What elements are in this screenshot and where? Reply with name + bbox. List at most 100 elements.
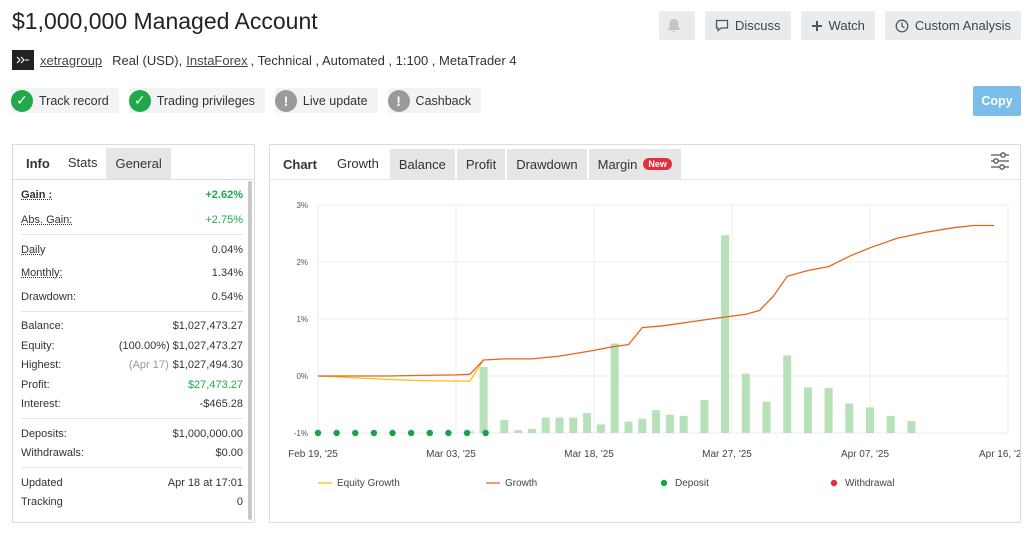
divider <box>21 418 243 419</box>
tab-chart[interactable]: Chart <box>283 156 317 172</box>
bar <box>741 373 750 433</box>
exclamation-icon: ! <box>387 89 410 112</box>
tab-growth[interactable]: Growth <box>327 149 388 179</box>
user-logo <box>12 50 34 70</box>
stat-row-updated: Updated Apr 18 at 17:01 <box>21 473 243 493</box>
watch-button[interactable]: Watch <box>800 11 875 40</box>
bar <box>500 419 509 433</box>
stat-row-monthly: Monthly: 1.34% <box>21 264 243 284</box>
badge-track-record[interactable]: ✓ Track record <box>11 88 119 113</box>
bar <box>721 235 730 433</box>
user-link[interactable]: xetragroup <box>40 52 103 68</box>
badge-trading-privileges[interactable]: ✓ Trading privileges <box>128 88 265 113</box>
page-title: $1,000,000 Managed Account <box>12 8 318 34</box>
bar <box>907 421 916 433</box>
deposit-point <box>389 429 396 437</box>
notification-button[interactable] <box>659 11 696 40</box>
bar <box>555 417 564 433</box>
tab-drawdown[interactable]: Drawdown <box>507 149 587 179</box>
badge-live-update[interactable]: ! Live update <box>274 88 378 113</box>
badge-cashback[interactable]: ! Cashback <box>387 88 482 113</box>
chart-settings-button[interactable] <box>990 152 1010 173</box>
x-tick-label: Apr 16, '25 <box>979 449 1020 460</box>
sliders-icon <box>991 152 1009 170</box>
stat-label: Balance: <box>21 320 64 333</box>
clock-icon <box>895 19 909 32</box>
stat-row-abs-gain: Abs. Gain: +2.75% <box>21 211 243 231</box>
growth-chart[interactable]: 3% 2% 1% 0% -1% Feb 19, '25 Mar 03, '25 Mar 18,… <box>270 181 1020 523</box>
stats-scrollbar[interactable] <box>248 181 252 520</box>
account-info-line: xetragroup Real (USD), InstaForex , Tech… <box>12 50 517 70</box>
account-details: , Technical , Automated , 1:100 , MetaTr… <box>250 52 517 68</box>
bar <box>638 418 647 433</box>
tab-profit[interactable]: Profit <box>456 149 506 179</box>
custom-analysis-button[interactable]: Custom Analysis <box>884 11 1021 40</box>
bar <box>479 366 488 433</box>
stat-value: +2.62% <box>205 188 243 201</box>
stat-value: $1,027,494.30 <box>172 359 243 372</box>
stat-label: Profit: <box>21 378 50 391</box>
tab-general[interactable]: General <box>106 148 171 179</box>
top-actions: Discuss Watch Custom Analysis <box>659 11 1021 40</box>
comment-icon <box>715 19 729 32</box>
stat-row-equity: Equity: (100.00%) $1,027,473.27 <box>21 336 243 356</box>
tab-balance[interactable]: Balance <box>389 149 455 179</box>
stat-label[interactable]: Abs. Gain: <box>21 214 73 227</box>
x-tick-label: Mar 18, '25 <box>564 449 614 460</box>
stat-value: Apr 18 at 17:01 <box>167 476 243 489</box>
deposit-point <box>482 429 489 437</box>
tab-margin[interactable]: Margin New <box>588 149 681 179</box>
discuss-label: Discuss <box>735 18 781 33</box>
stat-value: +2.75% <box>205 214 243 227</box>
discuss-button[interactable]: Discuss <box>705 11 791 40</box>
broker-link[interactable]: InstaForex <box>186 52 248 68</box>
stat-value: $27,473.27 <box>187 378 243 391</box>
y-tick-label: 0% <box>296 372 308 381</box>
y-tick-label: -1% <box>294 429 308 438</box>
stat-row-tracking: Tracking 0 <box>21 493 243 513</box>
equity-growth-line <box>317 359 485 382</box>
legend-item: Withdrawal <box>845 478 894 489</box>
bar <box>700 399 709 433</box>
y-tick-label: 2% <box>296 258 308 267</box>
chart-panel: Chart Growth Balance Profit Drawdown Mar… <box>269 144 1021 523</box>
y-tick-label: 3% <box>296 201 308 210</box>
badge-label: Trading privileges <box>156 93 255 108</box>
deposit-point <box>370 429 378 437</box>
stat-row-interest: Interest: -$465.28 <box>21 395 243 415</box>
divider <box>21 234 243 235</box>
bar <box>762 401 771 433</box>
stat-value: $1,027,473.27 <box>172 320 243 333</box>
bar <box>583 413 592 433</box>
badge-label: Cashback <box>415 93 472 108</box>
tab-stats[interactable]: Stats <box>58 148 107 179</box>
deposit-point <box>352 429 359 437</box>
x-tick-label: Feb 19, '25 <box>288 449 338 460</box>
divider <box>21 310 243 312</box>
deposit-point <box>426 429 433 437</box>
stat-label: Deposits: <box>21 427 67 440</box>
deposit-point <box>445 429 452 437</box>
stat-row-highest: Highest: (Apr 17) $1,027,494.30 <box>21 356 243 376</box>
bar <box>665 414 674 433</box>
stat-value: $0.00 <box>215 447 243 460</box>
bar <box>845 403 854 433</box>
tab-info[interactable]: Info <box>26 156 50 171</box>
stat-label[interactable]: Gain : <box>21 188 53 201</box>
deposit-point <box>314 429 322 437</box>
stat-value: -$465.28 <box>199 398 243 411</box>
bar <box>866 407 874 433</box>
stat-row-balance: Balance: $1,027,473.27 <box>21 317 243 337</box>
bar <box>624 421 633 433</box>
stat-label[interactable]: Daily <box>21 243 46 256</box>
legend-item: Equity Growth <box>337 478 400 489</box>
stat-value: 0.04% <box>211 243 243 256</box>
bar <box>527 429 536 433</box>
badge-label: Track record <box>39 93 109 108</box>
copy-button[interactable]: Copy <box>973 86 1021 116</box>
stat-label: Tracking <box>21 496 63 509</box>
bar <box>679 415 688 433</box>
stat-label[interactable]: Monthly: <box>21 267 63 280</box>
stat-row-withdrawals: Withdrawals: $0.00 <box>21 444 243 464</box>
account-type: Real (USD), <box>112 52 183 68</box>
